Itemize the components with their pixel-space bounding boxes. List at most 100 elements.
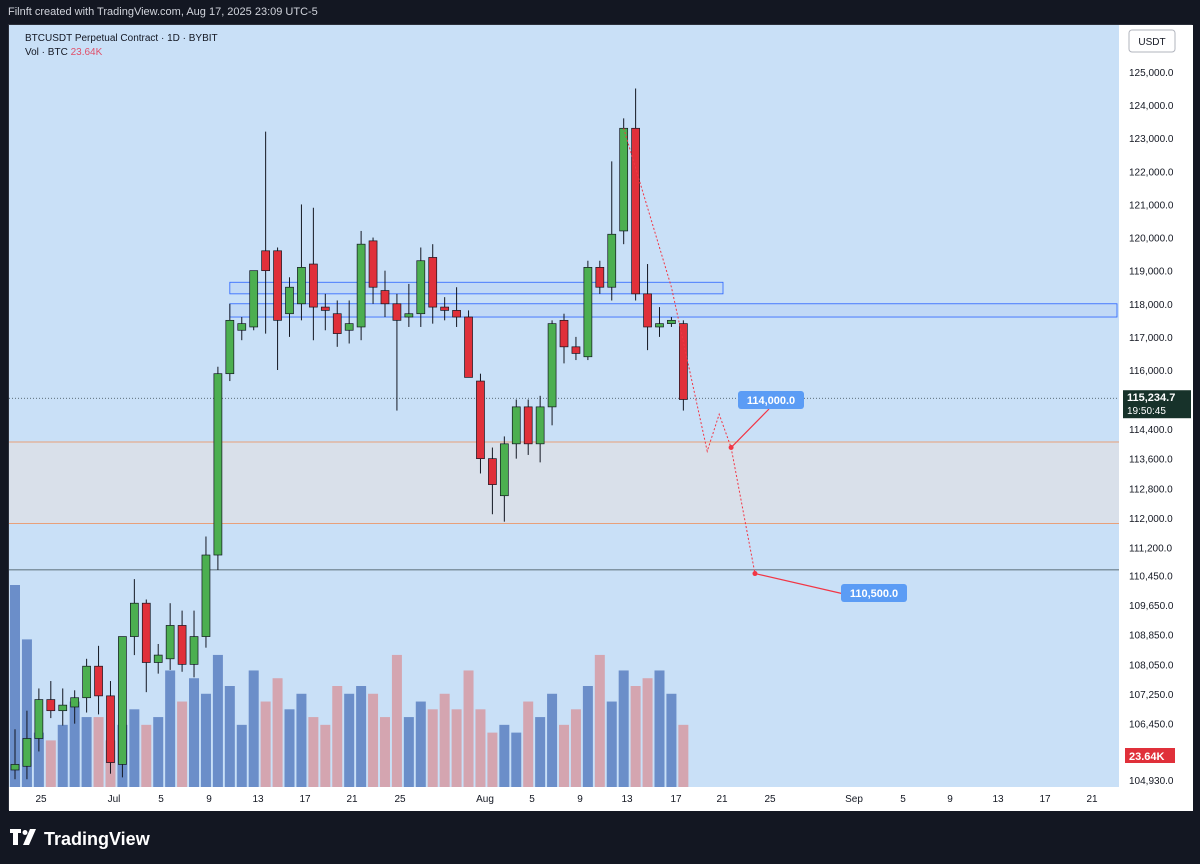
volume-bar <box>487 732 498 787</box>
candle-body <box>309 263 318 308</box>
volume-bar <box>618 670 629 787</box>
volume-bar <box>559 724 570 787</box>
currency-box[interactable] <box>1128 29 1176 53</box>
volume-bar <box>81 717 92 787</box>
candle-body <box>285 286 294 315</box>
candle-body <box>237 323 247 331</box>
volume-label: Vol · BTC <box>25 47 68 58</box>
volume-bar <box>499 724 510 787</box>
candle-body <box>607 233 617 288</box>
last-price-badge <box>1123 390 1191 419</box>
candle-body <box>667 319 676 324</box>
target-1-arrow <box>730 408 770 448</box>
volume-bar <box>165 670 176 787</box>
chart-frame[interactable]: 114,000.0 110,500.0 125,000.0 124,000.0 123… <box>8 24 1193 811</box>
candle-body <box>22 738 32 767</box>
volume-bar <box>320 724 331 787</box>
volume-bar <box>379 717 390 787</box>
volume-bar <box>200 693 211 787</box>
time-tick-label: 9 <box>577 794 583 805</box>
price-tick-label: 112,800.0 <box>1129 484 1173 495</box>
candle-body <box>249 270 259 328</box>
candle-body <box>189 636 199 665</box>
candle-body <box>94 665 103 697</box>
candle-body <box>452 310 461 318</box>
candle-body <box>332 313 342 334</box>
volume-bar <box>391 654 402 787</box>
candle-body <box>679 323 688 400</box>
candle-body <box>440 306 450 311</box>
time-tick-label: 17 <box>299 794 311 805</box>
volume-bar <box>260 701 271 787</box>
price-tick-label: 116,000.0 <box>1129 366 1173 377</box>
volume-bar <box>642 678 653 787</box>
volume-bar <box>224 686 235 787</box>
price-chart[interactable]: 114,000.0 110,500.0 125,000.0 124,000.0 123… <box>9 25 1193 811</box>
volume-bar <box>45 740 56 787</box>
price-tick-label: 106,450.0 <box>1129 720 1174 731</box>
volume-bar <box>212 654 223 787</box>
candle-body <box>213 373 223 556</box>
price-tick-label: 123,000.0 <box>1129 134 1174 145</box>
candle-body <box>619 127 629 232</box>
time-tick-label: 13 <box>621 794 633 805</box>
time-tick-label: 17 <box>670 794 682 805</box>
candle-body <box>261 250 270 272</box>
volume-badge-value: 23.64K <box>1129 751 1165 763</box>
volume-bar <box>141 724 152 787</box>
price-tick-label: 119,000.0 <box>1129 267 1173 278</box>
time-tick-label: Jul <box>108 794 121 805</box>
resistance-box <box>229 281 724 295</box>
candle-body <box>118 636 127 765</box>
candle-body <box>297 267 306 305</box>
candle-body <box>177 625 187 665</box>
time-tick-label: 5 <box>900 794 906 805</box>
time-axis-background <box>9 787 1193 811</box>
candle-body <box>356 243 366 328</box>
candle-body <box>320 306 330 311</box>
candle-body <box>380 290 390 305</box>
time-tick-label: 21 <box>1086 794 1098 805</box>
footer <box>0 810 1200 864</box>
volume-bar <box>69 701 80 787</box>
demand-zone <box>9 441 1119 524</box>
volume-bar <box>678 724 689 787</box>
volume-bar <box>344 693 355 787</box>
volume-bar <box>463 670 474 787</box>
price-tick-label: 120,000.0 <box>1129 234 1174 245</box>
candle-body <box>571 346 581 354</box>
volume-bar <box>439 693 450 787</box>
candle-body <box>655 323 664 328</box>
candle-body <box>535 406 545 445</box>
price-tick-label: 118,000.0 <box>1129 300 1173 311</box>
price-tick-label: 124,000.0 <box>1129 101 1174 112</box>
time-tick-label: 21 <box>346 794 358 805</box>
currency-label[interactable]: USDT <box>1138 37 1165 48</box>
volume-bar <box>535 717 546 787</box>
candle-body <box>595 267 605 288</box>
price-tick-label: 110,450.0 <box>1129 571 1173 582</box>
volume-bar <box>236 724 247 787</box>
volume-bar <box>523 701 534 787</box>
candle-body <box>404 313 414 318</box>
candle-body <box>523 406 533 445</box>
candle-body <box>70 697 80 708</box>
time-tick-label: 5 <box>529 794 535 805</box>
volume-badge <box>1125 748 1175 763</box>
time-tick-label: 13 <box>992 794 1004 805</box>
price-tick-label: 108,850.0 <box>1129 631 1174 642</box>
time-tick-label: 5 <box>158 794 164 805</box>
volume-bar <box>547 693 558 787</box>
candle-body <box>165 625 175 660</box>
target-2-label-background <box>841 584 907 602</box>
volume-bar <box>582 686 593 787</box>
price-tick-label: 109,650.0 <box>1129 601 1174 612</box>
time-tick-label: 13 <box>252 794 264 805</box>
candle-body <box>225 319 235 375</box>
candle-body <box>511 406 521 445</box>
target-2-label: 110,500.0 <box>850 588 898 600</box>
price-tick-label: 125,000.0 <box>1129 68 1174 79</box>
time-tick-label: 9 <box>206 794 212 805</box>
volume-bar <box>57 724 68 787</box>
candle-body <box>428 257 438 308</box>
